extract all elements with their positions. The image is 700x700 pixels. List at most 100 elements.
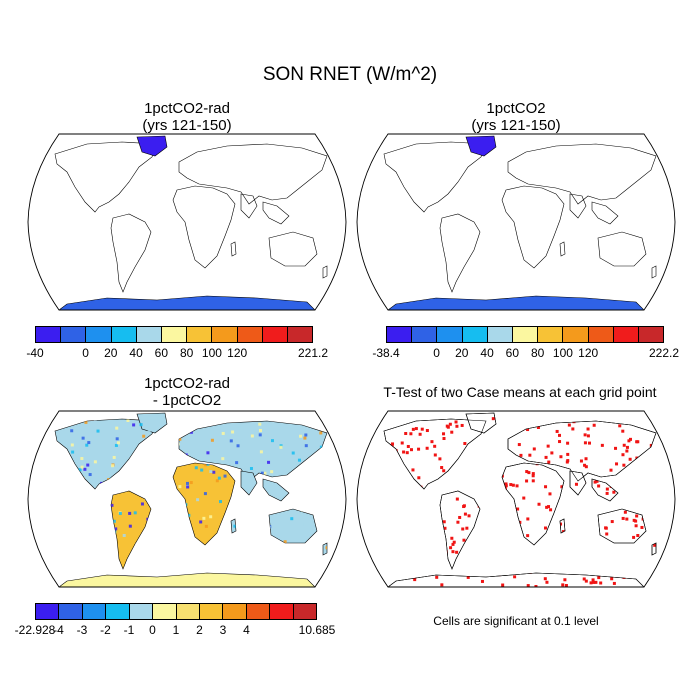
colorbar-panel-3 (35, 603, 317, 620)
land-seasia (262, 201, 290, 225)
panel-2-title-line1: 1pctCO2 (486, 100, 546, 117)
land-greenland (136, 135, 168, 157)
colorbar-2-cell (437, 327, 463, 342)
colorbar-2-cell (387, 327, 413, 342)
colorbar-1-cell (61, 327, 87, 342)
land-europeasia (178, 143, 328, 205)
land-greenland (136, 412, 168, 434)
land-antarctica (387, 572, 645, 587)
land-seasia (591, 201, 619, 225)
colorbar-2-tick-label: 40 (480, 346, 494, 360)
land-australia (268, 508, 318, 544)
colorbar-3-tick-label: 2 (196, 623, 203, 637)
land-india (240, 193, 258, 219)
map-panel-1pctco2-rad (27, 133, 347, 311)
land-europeasia (507, 143, 657, 205)
colorbar-2-tick-label: 0 (433, 346, 440, 360)
colorbar-2-cell (487, 327, 513, 342)
colorbar-3-cell (36, 604, 60, 619)
colorbar-2-tick-label: 100 (552, 346, 573, 360)
land-seasia (262, 478, 290, 502)
colorbar-2-tick-label: 80 (530, 346, 545, 360)
panel-4-title-line1: T-Test of two Case means at each grid po… (383, 384, 657, 400)
colorbar-3-cell (270, 604, 294, 619)
land-samerica (439, 490, 481, 570)
land-nz (651, 265, 657, 279)
colorbar-panel-2 (386, 326, 664, 343)
panel-2-title: 1pctCO2 (yrs 121-150) (356, 100, 676, 134)
colorbar-3-tick-label: -2 (100, 623, 111, 637)
colorbar-2-tick-label: -38.4 (372, 346, 400, 360)
land-namerica (54, 141, 158, 213)
colorbar-3-tick-label: 1 (172, 623, 180, 637)
land-africa (172, 185, 236, 269)
colorbar-1-cell (161, 327, 188, 342)
colorbar-1-tick-label: 221.2 (297, 346, 329, 360)
significance-note: Cells are significant at 0.1 level (433, 614, 599, 628)
land-australia (268, 231, 318, 267)
colorbar-1-cell (287, 327, 313, 342)
panel-3-title: 1pctCO2-rad - 1pctCO2 (27, 375, 347, 409)
colorbar-1-tick-label: 100 (201, 346, 222, 360)
colorbar-2-cell (588, 327, 614, 342)
map-panel-difference (27, 410, 347, 588)
colorbar-3-cell (176, 604, 200, 619)
colorbar-1-cell (86, 327, 112, 342)
land-india (569, 193, 587, 219)
land-samerica (110, 213, 152, 293)
land-india (240, 470, 258, 496)
land-namerica (383, 141, 487, 213)
colorbar-3-cell (223, 604, 247, 619)
colorbar-1-cell (262, 327, 288, 342)
colorbar-1-cell (212, 327, 238, 342)
land-antarctica (387, 295, 645, 310)
colorbar-2-cell (563, 327, 589, 342)
colorbar-1-cell (187, 327, 213, 342)
figure-title: SON RNET (W/m^2) (262, 64, 438, 85)
land-madagascar (559, 241, 566, 257)
colorbar-2-tick-label: 222.2 (648, 346, 680, 360)
colorbar-3-tick-label: -1 (123, 623, 135, 637)
colorbar-2-cell (462, 327, 488, 342)
panel-3-title-line2: - 1pctCO2 (152, 392, 222, 409)
colorbar-1-cell (136, 327, 162, 342)
colorbar-3-cell (199, 604, 224, 619)
panel-1-title-line2: (yrs 121-150) (142, 117, 232, 134)
colorbar-3-tick-label: -3 (76, 623, 88, 637)
colorbar-3-cell (293, 604, 317, 619)
colorbar-3-cell (246, 604, 271, 619)
land-africa (501, 185, 565, 269)
panel-4-title: T-Test of two Case means at each grid po… (350, 384, 690, 401)
map-panel-ttest (356, 410, 676, 588)
colorbar-2-cell (512, 327, 539, 342)
map-panel-1pctco2 (356, 133, 676, 311)
colorbar-2-tick-label: 20 (455, 346, 469, 360)
colorbar-2-tick-label: 120 (578, 346, 599, 360)
land-nz (322, 265, 328, 279)
colorbar-1-cell (36, 327, 62, 342)
land-nz (322, 542, 328, 556)
land-madagascar (230, 241, 237, 257)
panel-2-title-line2: (yrs 121-150) (471, 117, 561, 134)
colorbar-2-cell (638, 327, 664, 342)
colorbar-1-cell (237, 327, 263, 342)
panel-1-title-line1: 1pctCO2-rad (144, 100, 230, 117)
colorbar-3-tick-label: 10.685 (298, 623, 336, 637)
colorbar-3-cell (106, 604, 130, 619)
colorbar-3-tick-label: 0 (149, 623, 156, 637)
colorbar-1-tick-label: 60 (154, 346, 169, 360)
colorbar-panel-1 (35, 326, 313, 343)
colorbar-panel-1-labels: -40 0 20 40 60 80 100 120 221.2 (26, 346, 328, 362)
colorbar-1-tick-label: 120 (227, 346, 248, 360)
colorbar-3-cell (153, 604, 177, 619)
colorbar-2-cell (538, 327, 564, 342)
colorbar-3-tick-label: -4 (53, 623, 64, 637)
colorbar-2-cell (412, 327, 438, 342)
colorbar-1-tick-label: 40 (129, 346, 143, 360)
colorbar-panel-3-labels: -22.928 -4 -3 -2 -1 0 1 2 3 4 10.685 (15, 623, 336, 639)
colorbar-3-tick-label: 3 (219, 623, 227, 637)
colorbar-1-cell (111, 327, 137, 342)
panel-1-title: 1pctCO2-rad (yrs 121-150) (27, 100, 347, 134)
colorbar-1-tick-label: 80 (179, 346, 194, 360)
colorbar-2-cell (613, 327, 639, 342)
